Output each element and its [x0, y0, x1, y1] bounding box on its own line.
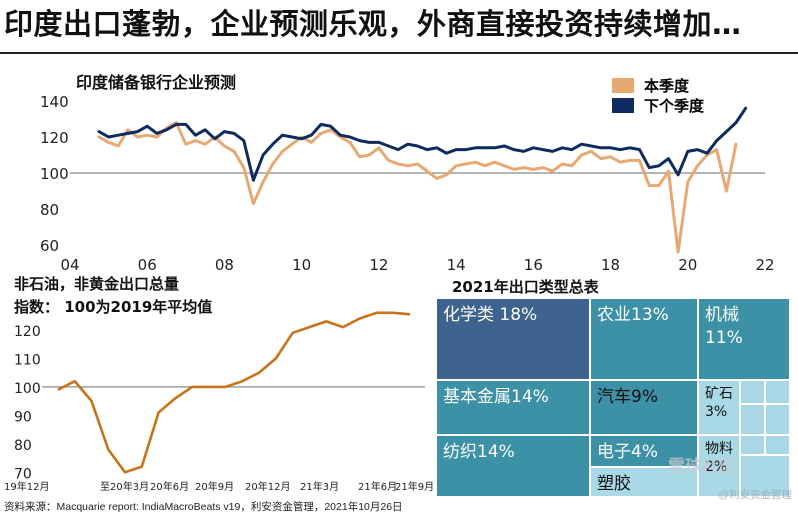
treemap-tile-other	[739, 379, 766, 405]
treemap-tile-label: 纺织14%	[443, 442, 515, 462]
bl-x-tick-label: 20年9月	[195, 480, 234, 493]
top-x-tick-label: 04	[60, 256, 79, 274]
bl-x-tick-label: 20年6月	[150, 480, 189, 493]
treemap-tile-other	[764, 434, 791, 456]
legend-swatch-next-quarter	[612, 98, 634, 113]
bl-y-tick-label: 80	[14, 438, 32, 454]
treemap-tile-value: 11%	[705, 328, 743, 348]
top-x-tick-label: 12	[369, 256, 388, 274]
treemap-title: 2021年出口类型总表	[452, 278, 600, 296]
top-x-tick-label: 20	[678, 256, 697, 274]
watermark-community: 雪球社区	[668, 457, 736, 477]
top-y-tick-label: 100	[40, 165, 69, 183]
treemap-tile-label: 塑胶	[597, 474, 631, 494]
treemap-tile-label: 物料	[705, 441, 733, 457]
bl-x-tick-label: 21年9月	[395, 480, 434, 493]
top-chart-title: 印度储备银行企业预测	[76, 73, 236, 92]
top-x-tick-label: 18	[601, 256, 620, 274]
bl-y-tick-label: 120	[14, 324, 41, 340]
legend-label: 下个季度	[644, 97, 705, 115]
top-x-tick-label: 14	[447, 256, 466, 274]
bl-y-tick-label: 110	[14, 352, 41, 368]
watermark-author: @利安资金管理	[718, 489, 792, 501]
treemap-tile-label: 化学类 18%	[443, 305, 537, 325]
top-x-tick-label: 22	[755, 256, 774, 274]
bl-x-tick-label: 21年6月	[358, 480, 397, 493]
top-x-tick-label: 06	[138, 256, 157, 274]
top-series-line-current-quarter	[97, 121, 738, 254]
bl-x-tick-label: 19年12月	[4, 480, 49, 493]
treemap-tile-label: 农业13%	[597, 305, 669, 325]
top-x-tick-label: 16	[524, 256, 543, 274]
treemap-tile-other	[739, 434, 766, 456]
bl-series-line	[57, 311, 411, 474]
treemap-tile-label: 矿石	[705, 386, 733, 402]
legend-swatch-current-quarter	[612, 78, 634, 93]
top-y-tick-label: 120	[40, 129, 69, 147]
treemap-tile-other	[739, 403, 766, 436]
treemap-tile-other	[764, 403, 791, 436]
top-y-tick-label: 140	[40, 93, 69, 111]
treemap-tile-label: 机械	[705, 305, 739, 325]
treemap-tile-textiles	[435, 434, 591, 498]
bl-chart-title: 非石油，非黄金出口总量	[14, 275, 179, 293]
treemap-tile-value: 3%	[705, 404, 727, 420]
top-y-tick-label: 60	[40, 237, 59, 255]
headline: 印度出口蓬勃，企业预测乐观，外商直接投资持续增加…	[4, 7, 742, 41]
treemap-tile-label: 汽车9%	[597, 387, 658, 407]
treemap-tile-value: 2%	[705, 459, 727, 475]
source-footnote: 资料来源：Macquarie report: IndiaMacroBeats v…	[4, 501, 403, 513]
treemap-tile-base-metals	[435, 379, 591, 436]
top-x-tick-label: 08	[215, 256, 234, 274]
treemap-tile-label: 基本金属14%	[443, 387, 549, 407]
bl-x-tick-label: 至20年3月	[100, 480, 149, 493]
treemap-tile-label: 电子4%	[597, 442, 658, 462]
bl-chart-subtitle: 指数： 100为2019年平均值	[14, 298, 212, 316]
bl-y-tick-label: 70	[14, 466, 32, 482]
headline-divider	[0, 52, 798, 54]
top-x-tick-label: 10	[292, 256, 311, 274]
top-y-tick-label: 80	[40, 201, 59, 219]
bl-y-tick-label: 90	[14, 409, 32, 425]
bl-x-tick-label: 21年3月	[300, 480, 339, 493]
top-series-line-next-quarter	[97, 106, 748, 182]
treemap-tile-other	[764, 379, 791, 405]
treemap-tile-machinery	[697, 297, 791, 381]
bl-x-tick-label: 20年12月	[245, 480, 290, 493]
legend-label: 本季度	[644, 77, 690, 95]
treemap-tile-automobiles	[589, 379, 699, 436]
treemap-tile-other	[739, 454, 791, 498]
bl-y-tick-label: 100	[14, 381, 41, 397]
